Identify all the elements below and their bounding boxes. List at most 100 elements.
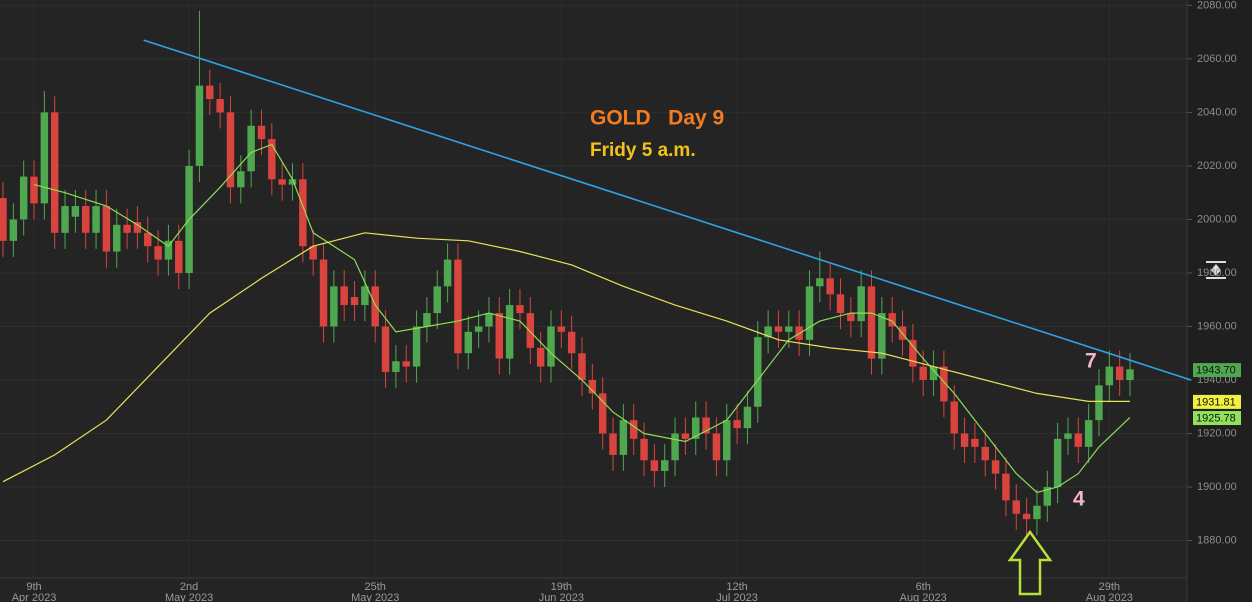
candle-body — [588, 379, 597, 394]
candle-body — [423, 313, 431, 327]
x-tick-sublabel: Aug 2023 — [1086, 592, 1133, 602]
candle-body — [991, 460, 1000, 474]
y-tick-label: 2080.00 — [1197, 0, 1237, 11]
candle-body — [578, 353, 586, 380]
candle-body — [960, 433, 969, 447]
indicator-line — [143, 39, 1192, 381]
price-label-bg — [1193, 363, 1241, 378]
candle-body — [1126, 369, 1134, 380]
candle-body — [723, 420, 731, 461]
x-tick-label: 19th — [551, 581, 572, 593]
x-tick-label: 29th — [1099, 581, 1120, 593]
candle-body — [671, 433, 679, 461]
y-tick-label: 2000.00 — [1197, 213, 1237, 225]
annotation: Fridy 5 a.m. — [590, 140, 696, 161]
candle-body — [361, 286, 369, 306]
x-tick-label: 6th — [916, 581, 931, 593]
price-label-bg — [1193, 394, 1241, 409]
candle-body — [350, 297, 359, 306]
candle-body — [981, 446, 989, 461]
candle-body — [216, 99, 224, 113]
candle-body — [247, 125, 255, 172]
candle-body — [123, 224, 131, 233]
candle-body — [1074, 433, 1083, 447]
candle-body — [526, 313, 535, 348]
annotation: 7 — [1085, 350, 1097, 373]
candle-body — [50, 112, 59, 233]
candle-body — [154, 246, 162, 260]
y-tick-label: 1880.00 — [1197, 534, 1237, 546]
x-tick-sublabel: Apr 2023 — [12, 592, 57, 602]
x-tick-label: 12th — [726, 581, 747, 593]
candle-body — [661, 460, 669, 471]
candle-body — [102, 206, 111, 252]
candle-body — [940, 366, 948, 402]
candle-body — [919, 366, 927, 380]
candle-body — [536, 347, 545, 367]
x-tick-label: 9th — [26, 581, 41, 593]
candle-body — [1084, 420, 1093, 447]
axis-bg — [1187, 0, 1252, 602]
candle-body — [1043, 487, 1052, 506]
x-tick-sublabel: May 2023 — [351, 592, 399, 602]
candle-body — [92, 206, 100, 233]
candle-body — [1095, 385, 1103, 421]
candle-body — [1105, 366, 1114, 386]
candle-body — [164, 240, 173, 260]
candle-body — [598, 393, 607, 434]
candle-body — [433, 286, 441, 314]
candle-body — [826, 278, 834, 295]
y-tick-label: 1900.00 — [1197, 481, 1237, 493]
candle-body — [847, 313, 855, 322]
candle-body — [195, 85, 204, 166]
candle-body — [485, 313, 493, 327]
candle-body — [495, 313, 504, 359]
candle-body — [836, 294, 845, 314]
candle-body — [692, 417, 700, 439]
candle-body — [1053, 438, 1062, 488]
candle-body — [412, 326, 421, 367]
indicator-line — [2, 232, 1130, 483]
candle-body — [81, 206, 90, 233]
candle-body — [712, 433, 721, 461]
annotation: GOLD Day 9 — [590, 107, 724, 130]
candle-body — [330, 286, 338, 327]
candle-body — [340, 286, 348, 306]
x-tick-sublabel: Aug 2023 — [900, 592, 947, 602]
candle-body — [268, 139, 276, 180]
candle-body — [733, 420, 741, 429]
candle-body — [857, 286, 865, 322]
x-tick-label: 25th — [365, 581, 386, 593]
y-tick-label: 2040.00 — [1197, 106, 1237, 118]
candle-body — [474, 326, 483, 332]
candle-body — [929, 366, 938, 380]
x-tick-sublabel: Jun 2023 — [539, 592, 584, 602]
candle-body — [681, 433, 690, 439]
candle-body — [226, 112, 235, 188]
candle-body — [878, 313, 886, 359]
y-tick-label: 1960.00 — [1197, 320, 1237, 332]
candle-body — [144, 232, 152, 247]
candle-body — [971, 438, 979, 447]
y-tick-label: 1920.00 — [1197, 427, 1237, 439]
candle-body — [629, 420, 638, 439]
candle-body — [1022, 513, 1031, 520]
candle-body — [113, 224, 121, 252]
candle-body — [30, 176, 38, 204]
icon — [1206, 261, 1226, 279]
candle-body — [516, 305, 524, 314]
candle-body — [609, 433, 617, 455]
candle-body — [443, 259, 452, 287]
price-label: 1925.78 — [1196, 412, 1236, 424]
candle-body — [774, 326, 783, 332]
candle-body — [278, 179, 286, 185]
price-label: 1943.70 — [1196, 364, 1236, 376]
candle-body — [288, 179, 297, 185]
candle-body — [805, 286, 814, 340]
candle-body — [505, 305, 514, 359]
candle-body — [40, 112, 49, 204]
candle-body — [0, 198, 7, 241]
candle-body — [1012, 500, 1020, 514]
candle-body — [1033, 505, 1041, 520]
